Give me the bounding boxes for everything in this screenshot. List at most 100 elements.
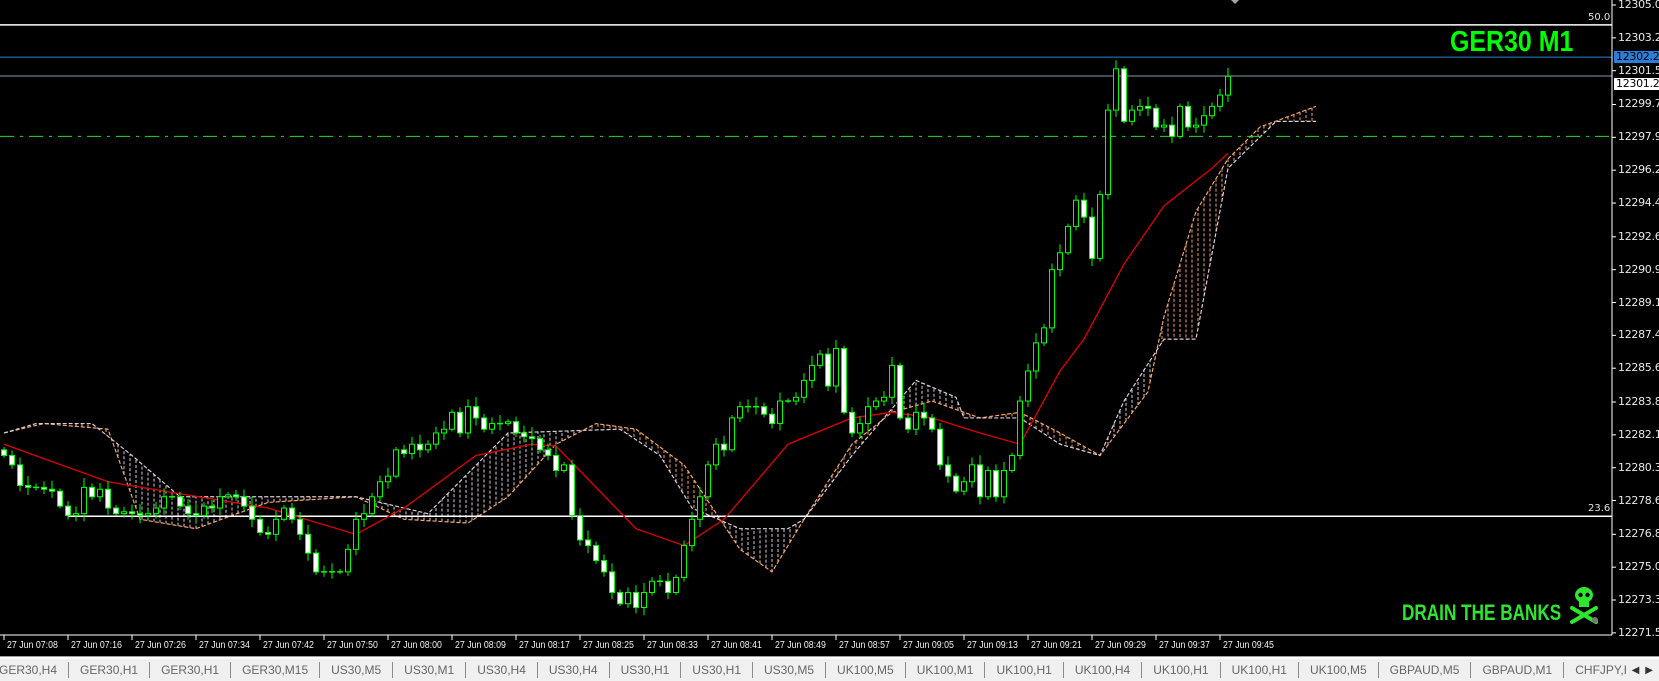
candle xyxy=(801,373,807,404)
candle xyxy=(329,563,335,579)
candle-body xyxy=(409,443,415,455)
candle xyxy=(1049,263,1055,333)
candle-body xyxy=(1161,124,1167,128)
tab-scroll-right-icon[interactable]: ▶ xyxy=(1645,664,1653,676)
candle-body xyxy=(297,518,303,535)
axis-ticks xyxy=(3,4,1616,640)
candle xyxy=(473,397,479,426)
candle xyxy=(281,505,287,522)
candle xyxy=(521,425,527,443)
chart-tab[interactable]: UK100,M5 xyxy=(826,662,906,678)
candle-body xyxy=(921,411,927,419)
time-label: 27 Jun 09:37 xyxy=(1159,640,1210,651)
candle xyxy=(553,447,559,478)
candle-body xyxy=(249,505,255,520)
candle-body xyxy=(1225,75,1231,96)
candle-body xyxy=(105,488,111,509)
candle-body xyxy=(1057,252,1063,271)
candle-body xyxy=(129,511,135,515)
candle xyxy=(809,355,815,389)
candle xyxy=(961,476,967,496)
time-label: 27 Jun 08:49 xyxy=(775,640,826,651)
chart-tab[interactable]: UK100,H1 xyxy=(1142,662,1221,678)
chart-tab[interactable]: CHFJPY,H4 xyxy=(1564,662,1625,678)
candle-body xyxy=(161,496,167,509)
candle-body xyxy=(1089,216,1095,259)
candle xyxy=(609,563,615,600)
candle-body xyxy=(961,481,967,492)
chart-tab[interactable]: GBPAUD,M5 xyxy=(1379,662,1472,678)
candle xyxy=(417,434,423,458)
candle xyxy=(1097,190,1103,262)
candle-body xyxy=(121,511,127,515)
chart-tab[interactable]: UK100,H4 xyxy=(1064,662,1143,678)
chart-tab[interactable]: GER30,H1 xyxy=(150,662,232,678)
candle-body xyxy=(1169,124,1175,137)
candle xyxy=(513,416,519,438)
candle-body xyxy=(505,421,511,425)
bid-price-label: 12302.22 xyxy=(1614,51,1659,64)
candle-body xyxy=(481,417,487,430)
chart-tab[interactable]: UK100,H1 xyxy=(985,662,1064,678)
candle xyxy=(1065,223,1071,256)
candle-body xyxy=(833,347,839,387)
candle-body xyxy=(521,432,527,438)
candle-body xyxy=(177,496,183,507)
chart-tab[interactable]: GER30,H1 xyxy=(69,662,151,678)
candle-body xyxy=(425,443,431,451)
candle xyxy=(185,498,191,520)
candle xyxy=(1057,244,1063,277)
chart-tab[interactable]: US30,M5 xyxy=(753,662,827,678)
price-label: 12287.40 xyxy=(1618,328,1659,342)
candle xyxy=(233,489,239,501)
price-label: 12289.15 xyxy=(1618,295,1659,309)
candle xyxy=(153,501,159,519)
tab-scroll-left-icon[interactable]: ◀ xyxy=(1631,664,1640,676)
candle xyxy=(1193,117,1199,133)
candle xyxy=(865,397,871,432)
chart-tab[interactable]: GBPAUD,M1 xyxy=(1471,662,1565,678)
candle-body xyxy=(449,411,455,430)
time-label: 27 Jun 08:00 xyxy=(391,640,442,651)
time-label: 27 Jun 09:29 xyxy=(1095,640,1146,651)
candle xyxy=(713,438,719,470)
candle-body xyxy=(1033,342,1039,372)
candle xyxy=(577,508,583,546)
candle xyxy=(209,499,215,513)
candle-body xyxy=(1009,454,1015,471)
candle xyxy=(641,582,647,616)
chart-tab[interactable]: US30,H1 xyxy=(681,662,753,678)
chart-tab[interactable]: UK100,M5 xyxy=(1299,662,1379,678)
candle xyxy=(617,589,623,607)
time-label: 27 Jun 08:41 xyxy=(711,640,762,651)
candle-body xyxy=(705,464,711,498)
candle-body xyxy=(1073,199,1079,227)
candle xyxy=(985,466,991,500)
candle-body xyxy=(89,486,95,498)
tab-scroll: ◀ ▶ xyxy=(1625,664,1659,676)
candle xyxy=(369,492,375,517)
candle-body xyxy=(257,518,263,533)
candle xyxy=(761,402,767,418)
candle-body xyxy=(1201,115,1207,126)
scroll-marker-icon[interactable] xyxy=(1231,0,1239,4)
chart-tab[interactable]: UK100,H1 xyxy=(1221,662,1299,678)
candle xyxy=(201,502,207,519)
chart-tab[interactable]: US30,H4 xyxy=(466,662,538,678)
chart-tab[interactable]: US30,H1 xyxy=(610,662,682,678)
chart-tab[interactable]: GER30,H4 xyxy=(0,662,70,678)
candle xyxy=(705,460,711,500)
candle xyxy=(897,362,903,421)
candle-body xyxy=(905,417,911,430)
chart-tab[interactable]: US30,M5 xyxy=(320,662,394,678)
candle xyxy=(489,417,495,435)
candle-body xyxy=(1217,94,1223,107)
candle-body xyxy=(929,417,935,430)
chart-tab[interactable]: UK100,M1 xyxy=(906,662,986,678)
chart-tab[interactable]: US30,M1 xyxy=(393,662,467,678)
candle xyxy=(225,492,231,500)
chart-tab[interactable]: US30,H4 xyxy=(538,662,610,678)
chart-tab[interactable]: GER30,M15 xyxy=(231,662,321,678)
candle xyxy=(49,480,55,498)
